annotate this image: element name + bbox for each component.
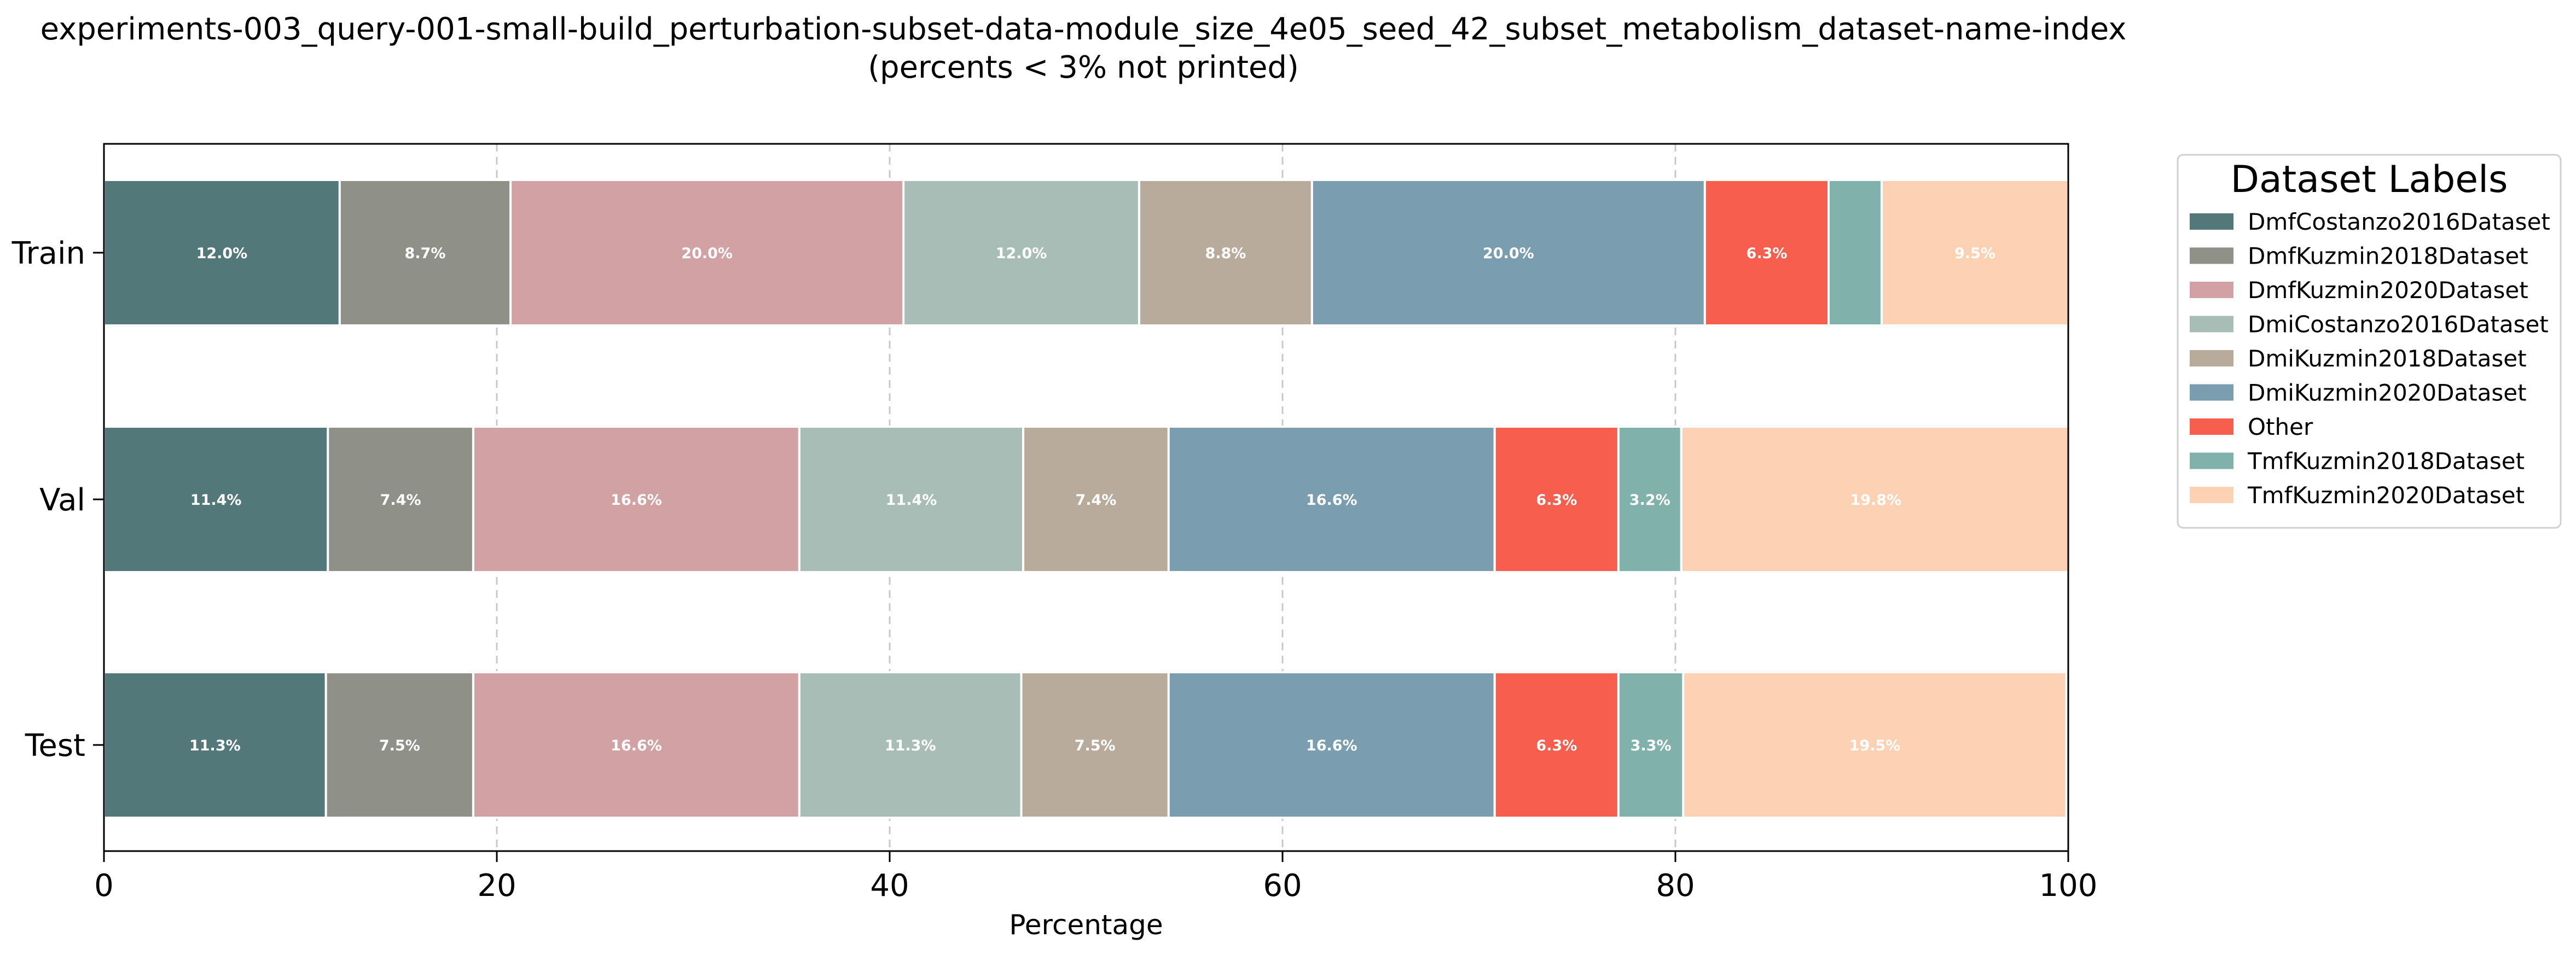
y-tick-label: Train — [11, 236, 85, 271]
x-axis: 0 20 40 60 80 100 — [94, 851, 2097, 904]
segment-value-label: 11.3% — [885, 737, 936, 754]
x-tick-label: 20 — [477, 868, 516, 904]
segment-value-label: 6.3% — [1536, 737, 1577, 754]
segment-value-label: 16.6% — [611, 492, 662, 509]
legend-swatch — [2190, 350, 2233, 366]
segment-value-label: 19.8% — [1850, 492, 1901, 509]
legend-swatch — [2190, 282, 2233, 298]
bar-segment — [103, 179, 341, 327]
segment-value-label: 9.5% — [1954, 245, 1995, 262]
legend-item-label: DmiKuzmin2018Dataset — [2248, 345, 2527, 372]
bar-segment — [1167, 426, 1496, 573]
legend-item-label: TmfKuzmin2018Dataset — [2247, 448, 2525, 475]
legend-swatch — [2190, 452, 2233, 469]
x-tick-label: 0 — [94, 868, 114, 904]
legend-item-label: DmfCostanzo2016Dataset — [2248, 208, 2550, 235]
bar-segment — [103, 426, 329, 573]
bar-segment — [1020, 671, 1170, 819]
x-tick-label: 100 — [2039, 868, 2098, 904]
chart-title: experiments-003_query-001-small-build_pe… — [40, 11, 2127, 47]
legend-box — [2177, 154, 2562, 529]
x-tick-label: 40 — [870, 868, 909, 904]
segment-value-label: 16.6% — [611, 737, 662, 754]
bar-segment — [1680, 426, 2072, 573]
segment-value-label: 6.3% — [1746, 245, 1787, 262]
bar-segment — [1310, 179, 1706, 327]
legend-title: Dataset Labels — [2231, 158, 2508, 201]
segment-labels-layer: 12.0% 8.7% 20.0% 12.0% 8.8% 20.0% 6.3% 9.5% 11.4… — [189, 245, 1995, 754]
chart-title-group: experiments-003_query-001-small-build_pe… — [40, 11, 2127, 85]
legend-swatch — [2190, 213, 2233, 230]
segment-value-label: 12.0% — [196, 245, 248, 262]
x-axis-label: Percentage — [1009, 909, 1163, 941]
segment-value-label: 12.0% — [996, 245, 1047, 262]
bar-segment — [103, 671, 327, 819]
bar-segment — [902, 179, 1140, 327]
bar-segment — [1703, 179, 1830, 327]
bars-layer — [103, 179, 2072, 819]
segment-value-label: 16.6% — [1306, 492, 1357, 509]
y-axis: Train Val Test — [11, 236, 104, 764]
segment-value-label: 11.4% — [886, 492, 937, 509]
bar-segment — [324, 671, 474, 819]
legend-item-label: Other — [2248, 414, 2313, 440]
bar-segment — [472, 671, 800, 819]
y-tick-label: Test — [25, 728, 85, 764]
y-tick-label: Val — [39, 482, 85, 518]
plot-frame — [103, 143, 2069, 852]
segment-value-label: 7.5% — [379, 737, 420, 754]
legend-item-label: DmiCostanzo2016Dataset — [2248, 311, 2549, 338]
bar-segment — [338, 179, 512, 327]
bar-segment — [509, 179, 905, 327]
x-tick-label: 60 — [1263, 868, 1302, 904]
segment-value-label: 7.4% — [1076, 492, 1117, 509]
legend-swatch — [2190, 384, 2233, 401]
bar-segment — [1493, 426, 1620, 573]
segment-value-label: 20.0% — [681, 245, 733, 262]
legend-item-label: TmfKuzmin2020Dataset — [2247, 482, 2525, 509]
legend-swatch — [2190, 418, 2233, 435]
bar-segment — [1138, 179, 1313, 327]
legend-item-label: DmfKuzmin2018Dataset — [2248, 243, 2528, 270]
legend-item-label: DmiKuzmin2020Dataset — [2248, 380, 2527, 406]
legend-item-label: DmfKuzmin2020Dataset — [2248, 277, 2528, 304]
segment-value-label: 3.3% — [1631, 737, 1672, 754]
bar-segment — [1682, 671, 2068, 819]
bar-segment — [798, 671, 1023, 819]
chart-subtitle: (percents < 3% not printed) — [868, 50, 1299, 85]
segment-value-label: 8.7% — [405, 245, 446, 262]
bar-segment — [1022, 426, 1170, 573]
bar-segment — [1827, 179, 1883, 327]
legend-swatch — [2190, 316, 2233, 333]
x-tick-label: 80 — [1656, 868, 1695, 904]
legend: Dataset Labels DmfCostanzo2016Dataset DmfK… — [2177, 154, 2562, 529]
segment-value-label: 7.4% — [380, 492, 421, 509]
segment-value-label: 16.6% — [1306, 737, 1357, 754]
segment-value-label: 8.8% — [1205, 245, 1246, 262]
bar-segment — [1493, 671, 1620, 819]
segment-value-label: 3.2% — [1629, 492, 1670, 509]
segment-value-label: 11.4% — [190, 492, 242, 509]
segment-value-label: 6.3% — [1536, 492, 1577, 509]
bar-segment — [472, 426, 800, 573]
bar-segment — [1880, 179, 2069, 327]
segment-value-label: 19.5% — [1849, 737, 1901, 754]
segment-value-label: 7.5% — [1075, 737, 1116, 754]
legend-swatch — [2190, 487, 2233, 503]
legend-swatch — [2190, 247, 2233, 264]
bar-segment — [1617, 426, 1682, 573]
bar-segment — [798, 426, 1025, 573]
segment-value-label: 11.3% — [189, 737, 241, 754]
segment-value-label: 20.0% — [1483, 245, 1534, 262]
